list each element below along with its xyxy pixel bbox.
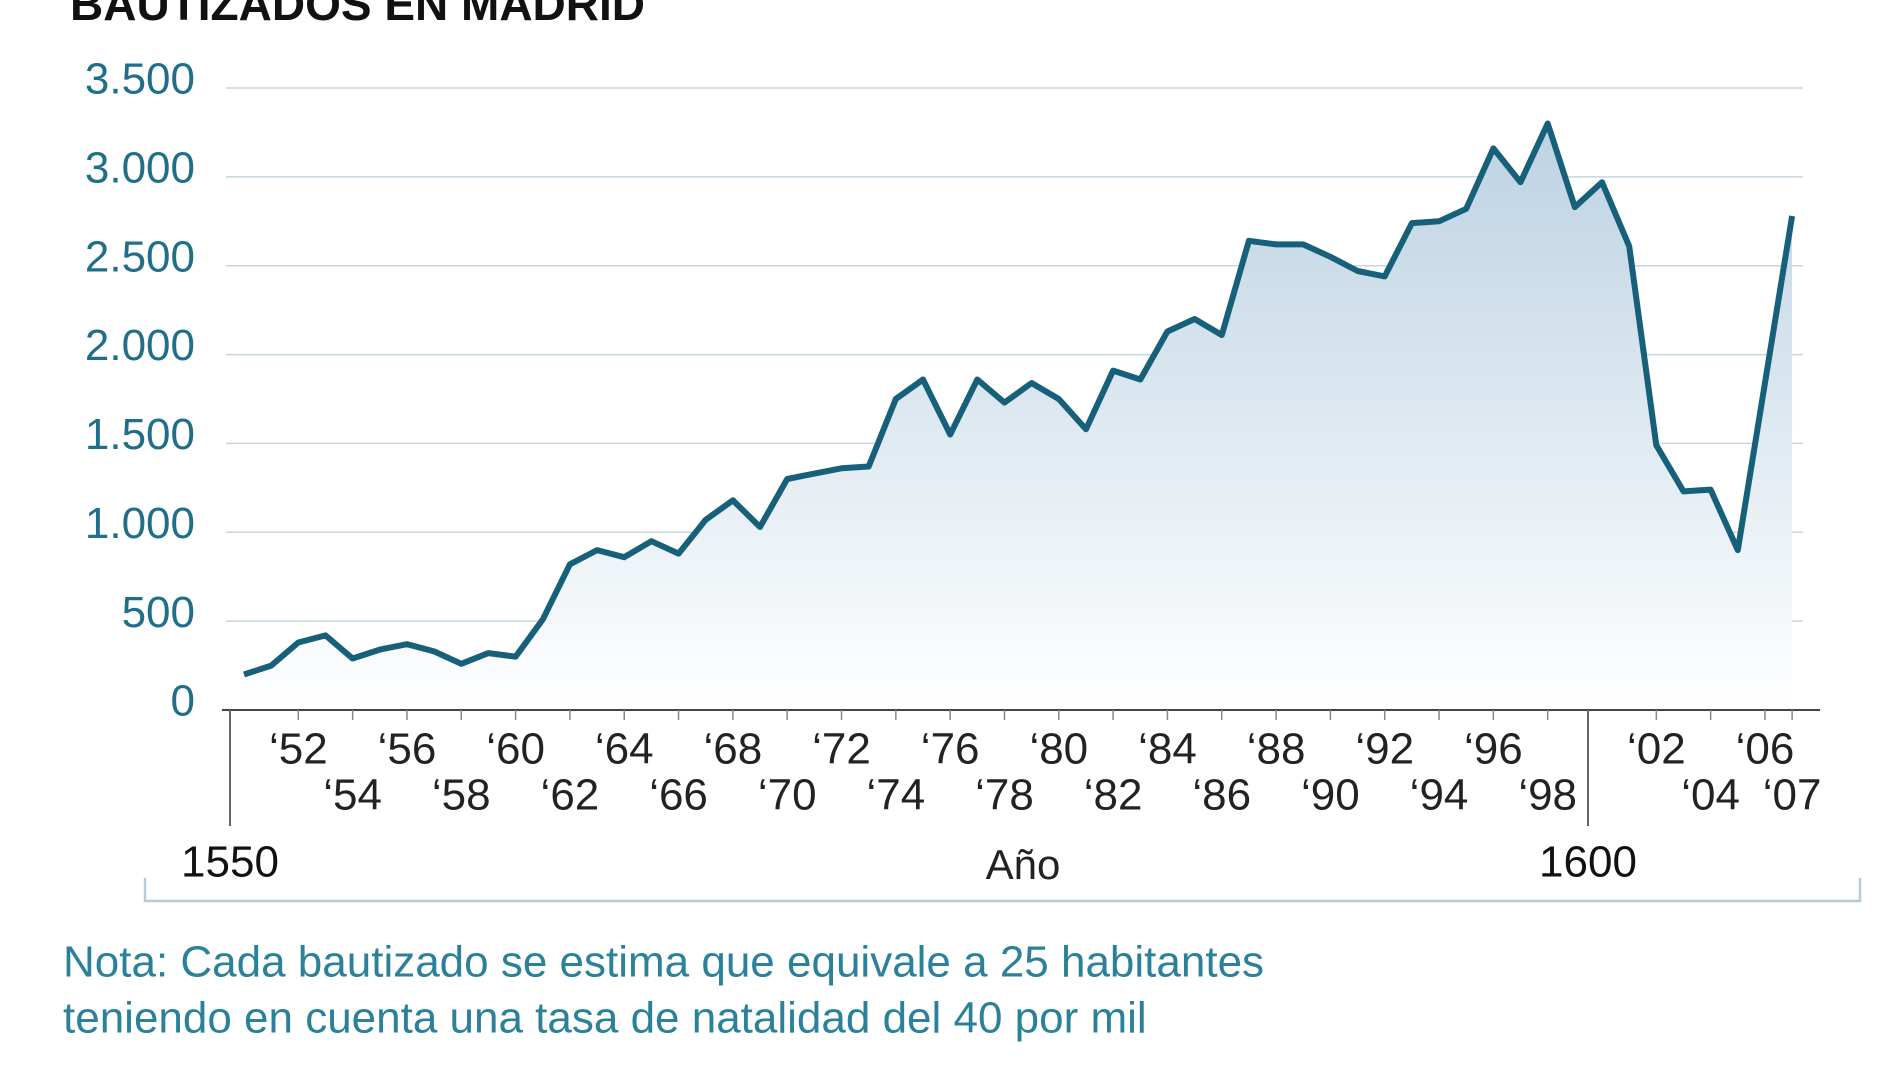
x-tick-label: ‘86: [1192, 771, 1251, 820]
y-tick-label: 3.500: [85, 55, 195, 104]
y-tick-label: 0: [171, 677, 195, 726]
x-tick-label: ‘02: [1627, 725, 1686, 774]
y-tick-label: 1.000: [85, 499, 195, 548]
x-tick-label: ‘52: [269, 725, 328, 774]
x-tick-label: ‘70: [758, 771, 817, 820]
note: teniendo en cuenta una tasa de natalidad…: [63, 994, 1147, 1043]
x-tick-label: ‘74: [866, 771, 925, 820]
x-tick-label: ‘62: [541, 771, 600, 820]
x-tick-label: ‘82: [1084, 771, 1143, 820]
y-tick-label: 3.000: [85, 143, 195, 192]
century-label: 1550: [181, 838, 279, 887]
x-tick-label: ‘90: [1301, 771, 1360, 820]
x-tick-label: ‘92: [1355, 725, 1414, 774]
bracket: [143, 878, 1862, 903]
x-tick-label: ‘72: [812, 725, 871, 774]
x-tick-label: ‘84: [1138, 725, 1197, 774]
x-tick-label: ‘56: [378, 725, 437, 774]
x-tick-label: ‘60: [486, 725, 545, 774]
y-tick-label: 2.500: [85, 232, 195, 281]
x-axis-label: Año: [986, 841, 1061, 888]
x-tick-label: ‘04: [1681, 771, 1740, 820]
y-tick-label: 1.500: [85, 410, 195, 459]
line: [243, 120, 1796, 678]
x-tick-label: ‘58: [432, 771, 491, 820]
x-tick-label: ‘76: [921, 725, 980, 774]
area: [244, 123, 1793, 710]
x-tick-label: ‘66: [649, 771, 708, 820]
y-tick-label: 2.000: [85, 321, 195, 370]
x-tick-label: ‘07: [1763, 771, 1822, 820]
chart-title: BAUTIZADOS EN MADRID: [70, 0, 645, 30]
x-tick-label: ‘96: [1464, 725, 1523, 774]
x-tick-label: ‘94: [1410, 771, 1469, 820]
x-tick-label: ‘78: [975, 771, 1034, 820]
note: Nota: Cada bautizado se estima que equiv…: [63, 938, 1264, 987]
x-tick-label: ‘64: [595, 725, 654, 774]
y-tick-label: 500: [122, 588, 195, 637]
century-label: 1600: [1539, 838, 1637, 887]
x-tick-label: ‘54: [323, 771, 382, 820]
x-tick-label: ‘80: [1029, 725, 1088, 774]
x-tick-label: ‘88: [1247, 725, 1306, 774]
x-tick-label: ‘06: [1736, 725, 1795, 774]
x-tick-label: ‘68: [704, 725, 763, 774]
x-tick-label: ‘98: [1518, 771, 1577, 820]
